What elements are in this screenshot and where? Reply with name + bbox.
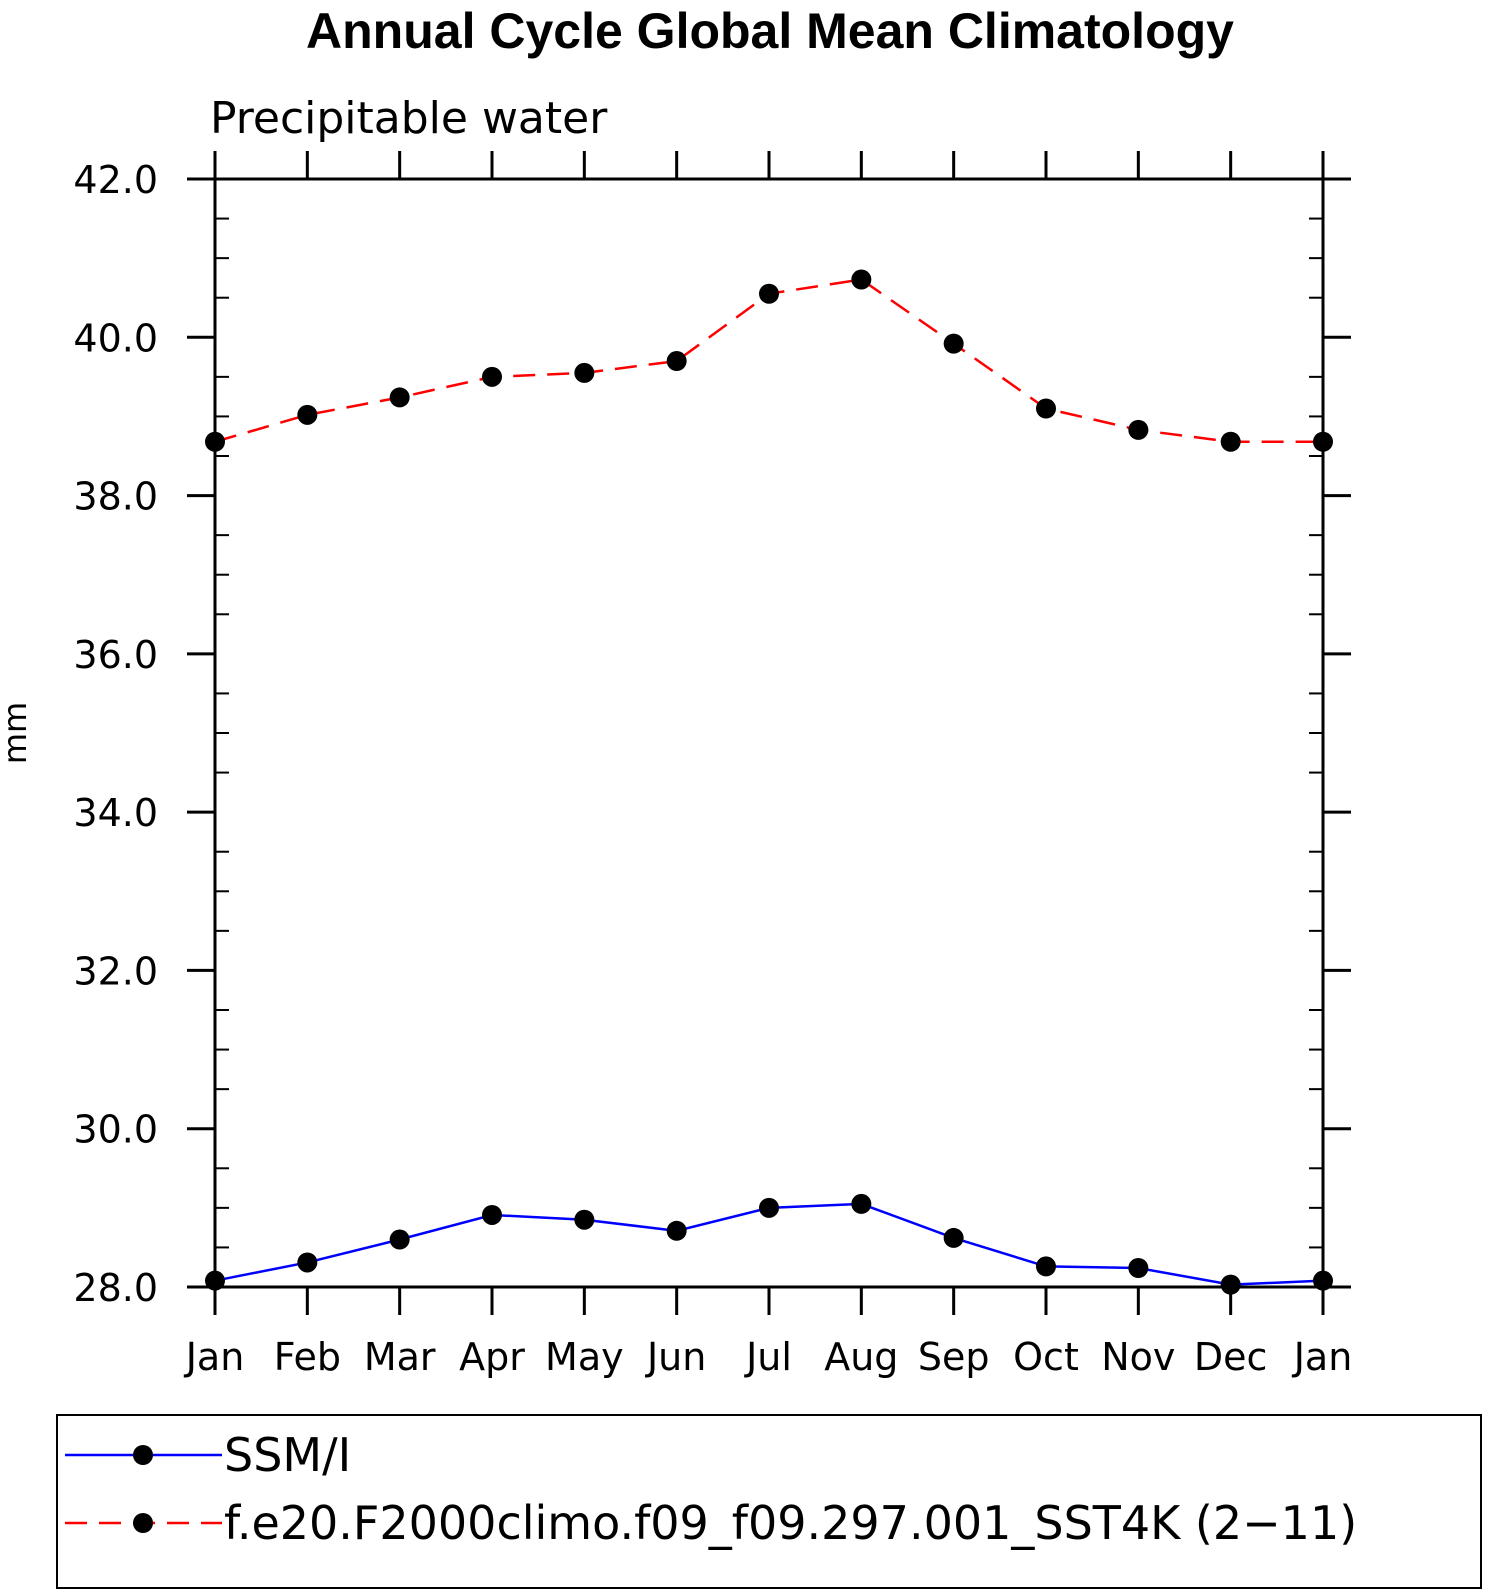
- x-tick-label: Oct: [1013, 1335, 1079, 1379]
- series-1-point: [1128, 419, 1149, 440]
- series-1-point: [297, 404, 318, 425]
- x-tick-label: Sep: [918, 1335, 990, 1379]
- series-0-point: [297, 1252, 318, 1273]
- x-tick-label: Apr: [459, 1335, 525, 1379]
- x-tick-label: Jan: [1292, 1335, 1353, 1379]
- legend: SSM/I f.e20.F2000climo.f09_f09.297.001_SS…: [56, 1414, 1482, 1589]
- x-tick-label: Nov: [1101, 1335, 1175, 1379]
- x-tick-label: Jun: [645, 1335, 706, 1379]
- series-1-point: [1220, 431, 1241, 452]
- y-tick-label: 34.0: [73, 791, 158, 835]
- y-tick-label: 38.0: [73, 475, 158, 519]
- legend-marker-1: [133, 1513, 153, 1533]
- series-0-point: [943, 1227, 964, 1248]
- series-0-point: [759, 1197, 779, 1218]
- chart-title: Annual Cycle Global Mean Climatology: [306, 3, 1234, 59]
- legend-label-1: f.e20.F2000climo.f09_f09.297.001_SST4K (…: [224, 1496, 1357, 1550]
- series-0-point: [574, 1209, 595, 1230]
- legend-box: [56, 1414, 1482, 1589]
- series-1-point: [943, 333, 964, 354]
- series-1-point: [851, 269, 872, 290]
- y-tick-label: 42.0: [73, 158, 158, 202]
- x-tick-label: Feb: [274, 1335, 341, 1379]
- y-tick-label: 28.0: [73, 1266, 158, 1310]
- series-0-point: [1128, 1258, 1149, 1279]
- axis-ticks: Jan Feb Mar Apr May Jun Jul Aug Sep Oct Nov Dec Jan 2…: [73, 151, 1352, 1379]
- legend-label-0: SSM/I: [224, 1428, 351, 1482]
- series-1-point: [759, 283, 779, 304]
- y-tick-label: 32.0: [73, 949, 158, 993]
- series-1-point: [574, 362, 595, 383]
- x-tick-label: Mar: [364, 1335, 436, 1379]
- chart-subtitle: Precipitable water: [210, 93, 608, 144]
- series-layer: [205, 269, 1333, 1295]
- y-tick-label: 30.0: [73, 1108, 158, 1152]
- x-tick-label: Jul: [744, 1335, 792, 1379]
- y-axis-label: mm: [0, 702, 34, 764]
- series-1-point: [1036, 398, 1056, 419]
- series-0-point: [851, 1193, 872, 1214]
- x-tick-label: Aug: [824, 1335, 898, 1379]
- series-0-point: [1220, 1274, 1241, 1295]
- series-1-point: [389, 387, 410, 408]
- series-0-point: [1036, 1256, 1056, 1277]
- series-1-point: [482, 366, 502, 387]
- series-0-point: [482, 1204, 502, 1225]
- x-tick-label: Dec: [1194, 1335, 1268, 1379]
- series-0-point: [389, 1229, 410, 1250]
- legend-marker-0: [133, 1445, 153, 1465]
- y-tick-label: 36.0: [73, 633, 158, 677]
- y-tick-label: 40.0: [73, 316, 158, 360]
- x-tick-label: Jan: [184, 1335, 245, 1379]
- plot-frame: [213, 177, 1325, 1289]
- x-tick-label: May: [545, 1335, 624, 1379]
- series-line-1: [214, 278, 1323, 444]
- series-0-point: [666, 1220, 687, 1241]
- series-1-point: [666, 351, 687, 372]
